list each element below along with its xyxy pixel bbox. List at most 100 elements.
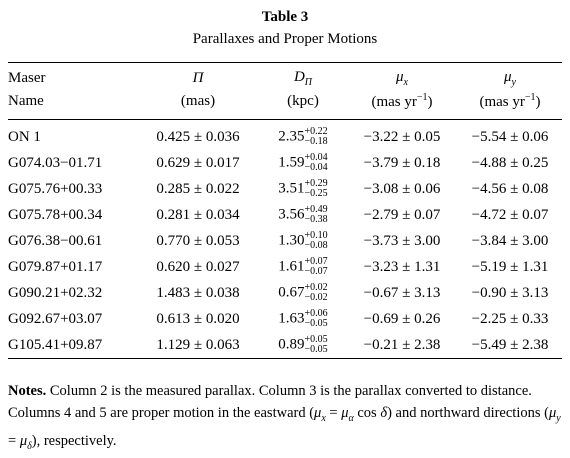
header-cell: (mas yr−1) bbox=[346, 90, 458, 120]
header-cell: μx bbox=[346, 63, 458, 91]
table-cell: G075.78+00.34 bbox=[8, 202, 136, 228]
table-cell: −5.54 ± 0.06 bbox=[458, 120, 562, 151]
subscript: x bbox=[403, 77, 408, 88]
symbol: D bbox=[293, 69, 305, 85]
value: 1.59 bbox=[278, 154, 305, 171]
symbol: Π bbox=[192, 70, 204, 86]
table-notes: Notes. Column 2 is the measured parallax… bbox=[8, 380, 562, 458]
value: 0.89 bbox=[278, 336, 305, 353]
table-cell: 0.67 +0.02 −0.02 bbox=[260, 280, 346, 306]
text: −4.88 ± 0.25 bbox=[471, 154, 549, 171]
text: 0.770 ± 0.053 bbox=[156, 232, 240, 249]
uncertainty: +0.22 −0.18 bbox=[305, 127, 328, 147]
text: 1.483 ± 0.038 bbox=[156, 284, 240, 301]
table-row: G076.38−00.61 0.770 ± 0.053 1.30 +0.10 −0.08… bbox=[8, 228, 562, 254]
table-cell: 1.483 ± 0.038 bbox=[136, 280, 260, 306]
table-cell: 0.285 ± 0.022 bbox=[136, 176, 260, 202]
table-cell: −0.21 ± 2.38 bbox=[346, 332, 458, 359]
header-cell: Name bbox=[8, 90, 136, 120]
table-row: G079.87+01.17 0.620 ± 0.027 1.61 +0.07 −0.07… bbox=[8, 254, 562, 280]
table-cell: −2.79 ± 0.07 bbox=[346, 202, 458, 228]
table-cell: −3.22 ± 0.05 bbox=[346, 120, 458, 151]
text: Maser bbox=[8, 70, 46, 86]
text: Name bbox=[8, 93, 44, 109]
minus-error: −0.04 bbox=[304, 162, 328, 173]
plus-error: +0.29 bbox=[304, 178, 328, 189]
table-cell: G090.21+02.32 bbox=[8, 280, 136, 306]
text: 0.281 ± 0.034 bbox=[156, 206, 240, 223]
minus-error: −0.05 bbox=[304, 318, 328, 329]
value: 3.51 bbox=[278, 180, 305, 197]
value: 2.35 bbox=[278, 128, 305, 145]
text: −4.72 ± 0.07 bbox=[471, 206, 549, 223]
text: −5.49 ± 2.38 bbox=[471, 336, 549, 353]
text: ), respectively. bbox=[31, 432, 117, 449]
table-cell: −4.72 ± 0.07 bbox=[458, 202, 562, 228]
table-cell: 0.770 ± 0.053 bbox=[136, 228, 260, 254]
text: (kpc) bbox=[287, 93, 319, 109]
text: 1.129 ± 0.063 bbox=[156, 336, 240, 353]
table-cell: 0.629 ± 0.017 bbox=[136, 150, 260, 176]
table-cell: −4.88 ± 0.25 bbox=[458, 150, 562, 176]
minus-error: −0.38 bbox=[304, 214, 328, 225]
uncertainty: +0.29 −0.25 bbox=[305, 179, 328, 199]
uncertainty: +0.06 −0.05 bbox=[305, 309, 328, 329]
text: −4.56 ± 0.08 bbox=[471, 180, 549, 197]
table-cell: −0.90 ± 3.13 bbox=[458, 280, 562, 306]
text: 0.285 ± 0.022 bbox=[156, 180, 240, 197]
header-cell: (mas yr−1) bbox=[458, 90, 562, 120]
plus-error: +0.22 bbox=[304, 126, 328, 137]
notes-label: Notes. bbox=[8, 383, 47, 399]
text: G075.78+00.34 bbox=[8, 206, 103, 223]
value: 1.63 bbox=[278, 310, 305, 327]
plus-error: +0.10 bbox=[304, 230, 328, 241]
uncertainty: +0.10 −0.08 bbox=[305, 231, 328, 251]
table-cell: 1.59 +0.04 −0.04 bbox=[260, 150, 346, 176]
text: G075.76+00.33 bbox=[8, 180, 103, 197]
uncertainty: +0.02 −0.02 bbox=[305, 283, 328, 303]
table-cell: G105.41+09.87 bbox=[8, 332, 136, 359]
header-row: Maser Π DΠ μx μy bbox=[8, 63, 562, 91]
table-title: Table 3 bbox=[261, 9, 309, 25]
table-cell: 0.425 ± 0.036 bbox=[136, 120, 260, 151]
symbol: δ bbox=[380, 405, 388, 421]
text: −5.19 ± 1.31 bbox=[471, 258, 549, 275]
text: ) and northward directions ( bbox=[387, 405, 549, 421]
symbol: μ bbox=[396, 69, 404, 85]
text: −0.21 ± 2.38 bbox=[363, 336, 441, 353]
text: −2.25 ± 0.33 bbox=[471, 310, 549, 327]
table-cell: 3.51 +0.29 −0.25 bbox=[260, 176, 346, 202]
text: 0.425 ± 0.036 bbox=[156, 128, 240, 145]
table-row: G074.03−01.71 0.629 ± 0.017 1.59 +0.04 −0.04… bbox=[8, 150, 562, 176]
header-cell: DΠ bbox=[260, 63, 346, 91]
symbol: μ bbox=[19, 432, 28, 449]
uncertainty: +0.49 −0.38 bbox=[305, 205, 328, 225]
plus-error: +0.05 bbox=[304, 334, 328, 345]
table-row: ON 1 0.425 ± 0.036 2.35 +0.22 −0.18 −3.22 ± 0… bbox=[8, 120, 562, 151]
symbol: μ bbox=[548, 405, 557, 421]
table-cell: 0.281 ± 0.034 bbox=[136, 202, 260, 228]
table-cell: −3.08 ± 0.06 bbox=[346, 176, 458, 202]
table-cell: −2.25 ± 0.33 bbox=[458, 306, 562, 332]
text: G092.67+03.07 bbox=[8, 310, 103, 327]
table-cell: G092.67+03.07 bbox=[8, 306, 136, 332]
value: 0.67 bbox=[278, 284, 305, 301]
table-cell: 1.61 +0.07 −0.07 bbox=[260, 254, 346, 280]
superscript: −1 bbox=[524, 92, 536, 103]
plus-error: +0.02 bbox=[304, 282, 328, 293]
text: = bbox=[8, 432, 20, 449]
text: 0.620 ± 0.027 bbox=[156, 258, 240, 275]
text: −0.90 ± 3.13 bbox=[471, 284, 549, 301]
table-cell: −5.49 ± 2.38 bbox=[458, 332, 562, 359]
text: G105.41+09.87 bbox=[8, 336, 103, 353]
table-cell: 1.30 +0.10 −0.08 bbox=[260, 228, 346, 254]
table-cell: 1.63 +0.06 −0.05 bbox=[260, 306, 346, 332]
table-cell: ON 1 bbox=[8, 120, 136, 151]
table-row: G075.78+00.34 0.281 ± 0.034 3.56 +0.49 −0.38… bbox=[8, 202, 562, 228]
subscript: x bbox=[321, 412, 326, 424]
table-cell: 0.620 ± 0.027 bbox=[136, 254, 260, 280]
table-row: G092.67+03.07 0.613 ± 0.020 1.63 +0.06 −0.05… bbox=[8, 306, 562, 332]
table-caption: Parallaxes and Proper Motions bbox=[192, 31, 378, 47]
table-body: ON 1 0.425 ± 0.036 2.35 +0.22 −0.18 −3.22 ± 0… bbox=[8, 120, 562, 359]
